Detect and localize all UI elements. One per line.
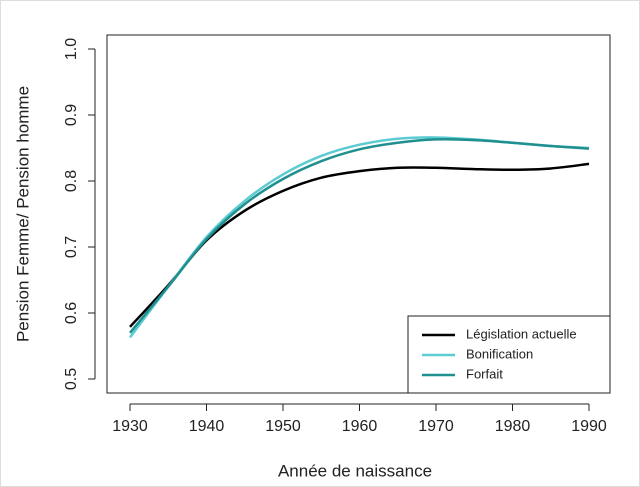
- x-tick-label: 1980: [495, 418, 531, 435]
- y-tick-label: 0.9: [63, 104, 80, 126]
- y-tick-label: 0.8: [63, 170, 80, 192]
- x-axis-label: Année de naissance: [278, 461, 432, 480]
- x-tick-label: 1990: [571, 418, 607, 435]
- y-tick-label: 1.0: [63, 38, 80, 60]
- x-tick-label: 1960: [342, 418, 378, 435]
- x-tick-label: 1950: [265, 418, 301, 435]
- y-tick-label: 0.7: [63, 236, 80, 258]
- series-line: [129, 138, 590, 334]
- legend-label: Législation actuelle: [466, 326, 577, 341]
- y-tick-label: 0.6: [63, 302, 80, 324]
- plot-box: [106, 34, 611, 394]
- x-tick-label: 1940: [189, 418, 225, 435]
- legend-label: Bonification: [466, 346, 533, 361]
- x-tick-label: 1970: [418, 418, 454, 435]
- legend-label: Forfait: [466, 366, 503, 381]
- y-tick-label: 0.5: [63, 368, 80, 390]
- x-tick-label: 1930: [112, 418, 148, 435]
- y-axis-label: Pension Femme/ Pension homme: [13, 86, 32, 342]
